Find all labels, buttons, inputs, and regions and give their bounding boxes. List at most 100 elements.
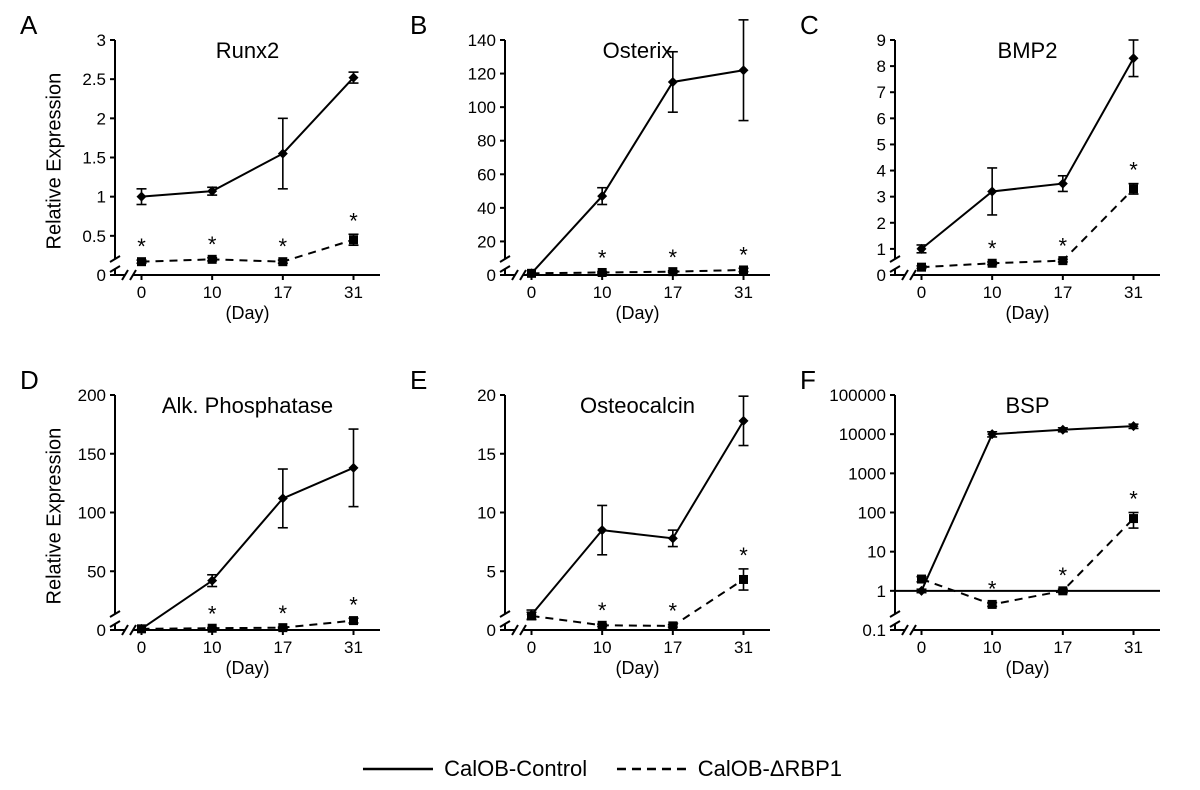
svg-text:*: *	[1129, 158, 1138, 183]
svg-text:50: 50	[87, 562, 106, 581]
panel-label: D	[20, 365, 39, 396]
svg-text:20: 20	[477, 232, 496, 251]
svg-text:*: *	[598, 598, 607, 623]
svg-text:10: 10	[593, 638, 612, 657]
svg-text:10000: 10000	[839, 425, 886, 444]
svg-text:0.1: 0.1	[862, 621, 886, 640]
panel-label: F	[800, 365, 816, 396]
svg-text:31: 31	[1124, 283, 1143, 302]
x-axis-label: (Day)	[505, 303, 770, 324]
svg-text:100000: 100000	[829, 386, 886, 405]
svg-text:*: *	[739, 543, 748, 568]
svg-text:*: *	[208, 232, 217, 257]
svg-text:*: *	[1129, 487, 1138, 512]
svg-text:17: 17	[273, 638, 292, 657]
svg-text:3: 3	[97, 31, 106, 50]
svg-text:0: 0	[487, 266, 496, 285]
svg-text:200: 200	[78, 386, 106, 405]
legend-control-label: CalOB-Control	[444, 756, 587, 781]
panel-F: FBSP0.11101001000100001000000101731***(D…	[800, 365, 1180, 705]
svg-text:0: 0	[917, 283, 926, 302]
chart-svg: 00.511.522.530101731****	[115, 40, 380, 275]
svg-text:100: 100	[78, 504, 106, 523]
x-axis-label: (Day)	[115, 303, 380, 324]
y-axis-label: Relative Expression	[44, 69, 67, 249]
svg-text:31: 31	[344, 283, 363, 302]
svg-text:9: 9	[877, 31, 886, 50]
svg-text:3: 3	[877, 188, 886, 207]
svg-text:10: 10	[203, 283, 222, 302]
svg-text:17: 17	[1053, 638, 1072, 657]
svg-text:*: *	[279, 601, 288, 626]
x-axis-label: (Day)	[895, 658, 1160, 679]
svg-text:10: 10	[983, 283, 1002, 302]
svg-text:31: 31	[1124, 638, 1143, 657]
svg-text:0: 0	[877, 266, 886, 285]
x-axis-label: (Day)	[505, 658, 770, 679]
svg-text:*: *	[279, 234, 288, 259]
legend-drb-label: CalOB-ΔRBP1	[698, 756, 842, 781]
svg-text:5: 5	[877, 135, 886, 154]
chart-svg: 0204060801001201400101731***	[505, 40, 770, 275]
svg-text:0: 0	[97, 621, 106, 640]
svg-text:2.5: 2.5	[82, 70, 106, 89]
svg-text:*: *	[669, 599, 678, 624]
svg-text:100: 100	[858, 504, 886, 523]
svg-text:31: 31	[344, 638, 363, 657]
svg-text:2: 2	[877, 214, 886, 233]
svg-text:*: *	[917, 240, 926, 265]
panel-label: E	[410, 365, 427, 396]
svg-text:*: *	[669, 245, 678, 270]
svg-text:0: 0	[487, 621, 496, 640]
svg-text:17: 17	[663, 283, 682, 302]
svg-text:*: *	[1059, 233, 1068, 258]
svg-text:150: 150	[78, 445, 106, 464]
svg-text:*: *	[988, 236, 997, 261]
svg-text:40: 40	[477, 199, 496, 218]
svg-text:10: 10	[203, 638, 222, 657]
panel-C: CBMP201234567890101731****(Day)	[800, 10, 1180, 350]
svg-text:*: *	[208, 602, 217, 627]
svg-text:1000: 1000	[848, 464, 886, 483]
svg-text:0: 0	[527, 283, 536, 302]
svg-text:4: 4	[877, 162, 886, 181]
svg-text:2: 2	[97, 109, 106, 128]
svg-text:100: 100	[468, 98, 496, 117]
svg-text:0: 0	[137, 638, 146, 657]
svg-text:6: 6	[877, 109, 886, 128]
svg-text:*: *	[349, 208, 358, 233]
svg-text:120: 120	[468, 65, 496, 84]
panel-label: C	[800, 10, 819, 41]
svg-text:10: 10	[477, 504, 496, 523]
svg-text:*: *	[739, 242, 748, 267]
chart-svg: 051015200101731***	[505, 395, 770, 630]
svg-text:15: 15	[477, 445, 496, 464]
panel-B: BOsterix0204060801001201400101731***(Day…	[410, 10, 790, 350]
svg-text:*: *	[598, 246, 607, 271]
svg-text:0: 0	[137, 283, 146, 302]
svg-text:5: 5	[487, 562, 496, 581]
panel-A: ARunx200.511.522.530101731****(Day)Relat…	[20, 10, 400, 350]
svg-text:0: 0	[527, 638, 536, 657]
svg-text:10: 10	[867, 543, 886, 562]
svg-text:1: 1	[877, 240, 886, 259]
svg-text:80: 80	[477, 132, 496, 151]
svg-text:1: 1	[97, 188, 106, 207]
svg-text:7: 7	[877, 83, 886, 102]
svg-text:1: 1	[877, 582, 886, 601]
svg-text:140: 140	[468, 31, 496, 50]
panel-label: B	[410, 10, 427, 41]
y-axis-label: Relative Expression	[44, 424, 67, 604]
x-axis-label: (Day)	[895, 303, 1160, 324]
svg-text:*: *	[137, 234, 146, 259]
svg-text:0.5: 0.5	[82, 227, 106, 246]
figure-container: ARunx200.511.522.530101731****(Day)Relat…	[0, 0, 1200, 790]
svg-text:10: 10	[593, 283, 612, 302]
svg-text:8: 8	[877, 57, 886, 76]
svg-text:0: 0	[97, 266, 106, 285]
svg-text:*: *	[349, 592, 358, 617]
panel-D: DAlk. Phosphatase0501001502000101731***(…	[20, 365, 400, 705]
figure-legend: CalOB-Control CalOB-ΔRBP1	[358, 755, 842, 782]
chart-svg: 0.11101001000100001000000101731***	[895, 395, 1160, 630]
panel-label: A	[20, 10, 37, 41]
